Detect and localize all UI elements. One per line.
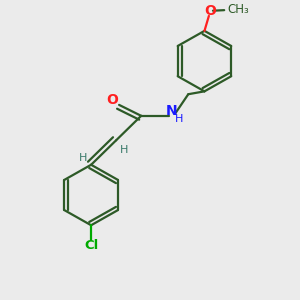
Text: O: O — [204, 4, 216, 18]
Text: H: H — [120, 145, 129, 154]
Text: Cl: Cl — [84, 239, 98, 253]
Text: H: H — [79, 153, 87, 163]
Text: CH₃: CH₃ — [227, 3, 249, 16]
Text: O: O — [107, 93, 118, 107]
Text: H: H — [175, 114, 183, 124]
Text: N: N — [166, 104, 177, 118]
